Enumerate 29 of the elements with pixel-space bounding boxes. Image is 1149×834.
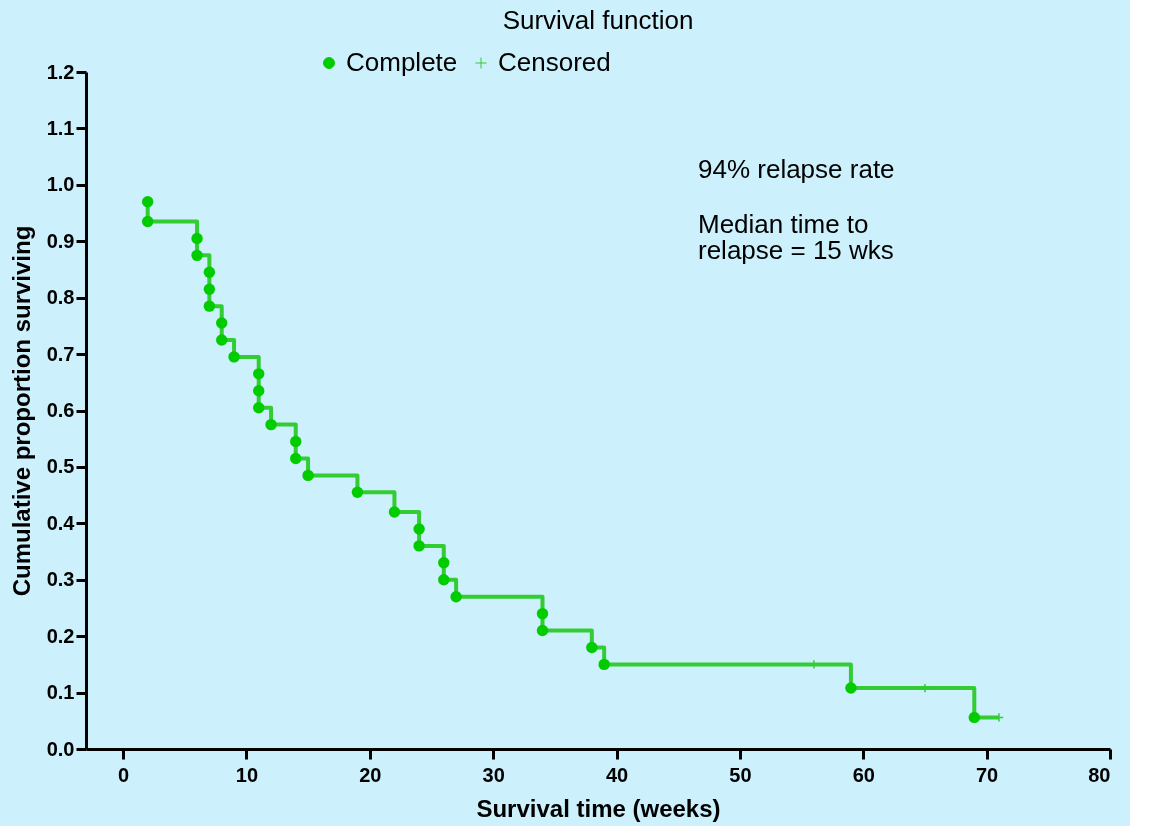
x-tick-label: 30: [482, 763, 505, 786]
chart-title: Survival function: [502, 5, 694, 35]
x-tick-label: 0: [117, 763, 130, 786]
annotation: 94% relapse rate: [698, 154, 895, 184]
y-tick-label: 0.6: [46, 399, 75, 421]
x-tick-label: 60: [852, 763, 875, 786]
legend-label: Complete: [346, 47, 458, 77]
y-tick-label: 1.1: [46, 116, 75, 139]
y-tick-label: 0.1: [46, 681, 75, 704]
annotation: Median time to relapse = 15 wks: [698, 209, 894, 265]
y-tick-label: 1.2: [46, 60, 75, 83]
x-tick-label: 70: [976, 763, 999, 786]
y-axis-title: Cumulative proportion surviving: [7, 225, 35, 597]
y-tick-label: 0.0: [46, 737, 75, 760]
y-tick-label: 0.9: [46, 229, 75, 252]
legend-label: Censored: [498, 47, 611, 77]
x-tick-label: 20: [359, 763, 382, 786]
x-axis-title: Survival time (weeks): [476, 794, 721, 822]
x-tick-label: 80: [1088, 763, 1111, 786]
y-tick-label: 0.3: [46, 568, 75, 591]
x-tick-label: 50: [729, 763, 752, 786]
x-tick-label: 10: [235, 763, 259, 786]
x-tick-label: 40: [605, 763, 629, 786]
y-tick-label: 0.5: [46, 455, 75, 478]
y-tick-label: 0.2: [46, 624, 75, 647]
y-tick-label: 0.7: [46, 342, 75, 365]
y-tick-label: 0.4: [46, 511, 76, 534]
y-tick-label: 0.8: [46, 286, 75, 309]
y-tick-label: 1.0: [46, 173, 75, 196]
